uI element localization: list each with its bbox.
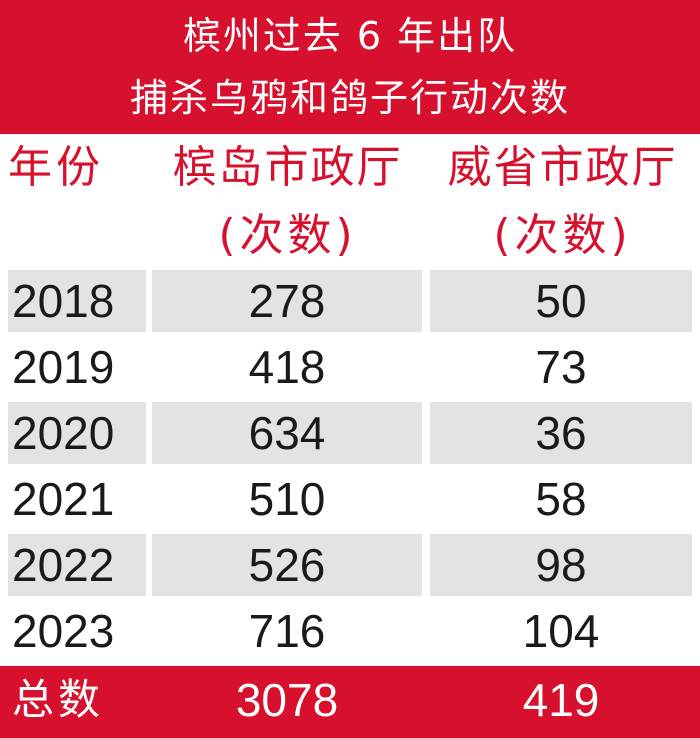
year-cell: 2021 [12, 473, 115, 525]
total-label: 总数 [12, 675, 105, 724]
year-cell: 2020 [8, 402, 146, 464]
province-wellesley-value-cell: 104 [522, 605, 600, 657]
header-unit-col2: (次数) [493, 210, 632, 261]
table-row: 2019 418 73 [0, 336, 700, 402]
year-cell: 2022 [8, 534, 146, 596]
year-cell: 2019 [12, 341, 115, 393]
table-row: 2023 716 104 [0, 600, 700, 666]
year-cell: 2023 [12, 605, 115, 657]
penang-island-value-cell: 634 [152, 402, 422, 464]
year-cell: 2018 [8, 270, 146, 332]
header-year: 年份 [8, 142, 104, 193]
province-wellesley-value-cell: 73 [535, 341, 587, 393]
total-value-col2: 419 [522, 674, 600, 726]
penang-island-value-cell: 526 [152, 534, 422, 596]
title-banner: 槟州过去 6 年出队 捕杀乌鸦和鸽子行动次数 [0, 0, 700, 134]
province-wellesley-value-cell: 58 [535, 473, 587, 525]
header-penang-island-council: 槟岛市政厅 [172, 142, 403, 193]
province-wellesley-value-cell: 36 [430, 402, 692, 464]
province-wellesley-value-cell: 50 [430, 270, 692, 332]
table-row: 2018 278 50 [0, 270, 700, 336]
table-row: 2020 634 36 [0, 402, 700, 468]
province-wellesley-value-cell: 98 [430, 534, 692, 596]
table-row: 2021 510 58 [0, 468, 700, 534]
total-row: 总数 3078 419 [0, 666, 700, 738]
penang-island-value-cell: 716 [248, 605, 326, 657]
header-unit-col1: (次数) [218, 210, 357, 261]
title-line-2: 捕杀乌鸦和鸽子行动次数 [129, 76, 570, 120]
total-value-col1: 3078 [235, 674, 339, 726]
penang-island-value-cell: 510 [248, 473, 326, 525]
table-body: 2018 278 50 2019 418 73 2020 634 36 2021 510 58 2022… [0, 270, 700, 666]
penang-island-value-cell: 418 [248, 341, 326, 393]
penang-island-value-cell: 278 [152, 270, 422, 332]
title-line-1: 槟州过去 6 年出队 [182, 14, 518, 58]
table-row: 2022 526 98 [0, 534, 700, 600]
header-province-wellesley-council: 威省市政厅 [447, 142, 678, 193]
